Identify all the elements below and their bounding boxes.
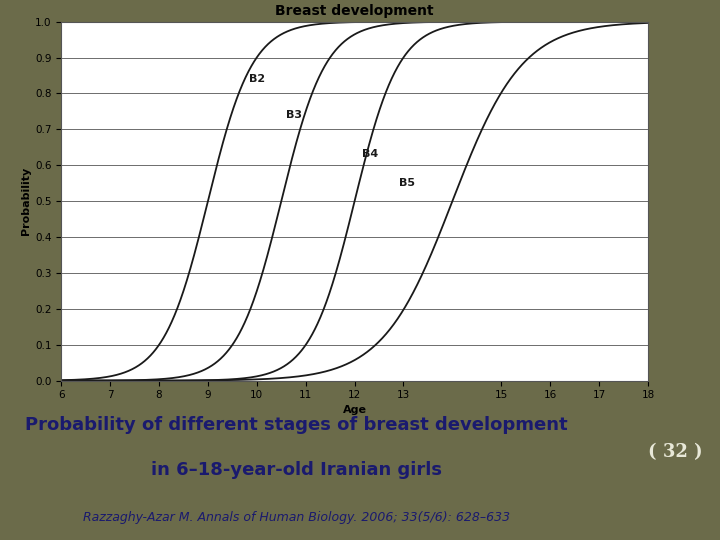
Y-axis label: Probability: Probability bbox=[21, 167, 31, 235]
Text: Razzaghy-Azar M. Annals of Human Biology. 2006; 33(5/6): 628–633: Razzaghy-Azar M. Annals of Human Biology… bbox=[83, 511, 510, 524]
Text: B5: B5 bbox=[399, 178, 415, 188]
Text: B4: B4 bbox=[362, 150, 378, 159]
Text: B3: B3 bbox=[286, 110, 302, 120]
Text: Probability of different stages of breast development: Probability of different stages of breas… bbox=[24, 416, 567, 434]
Title: Breast development: Breast development bbox=[275, 4, 434, 18]
X-axis label: Age: Age bbox=[343, 404, 366, 415]
Text: B2: B2 bbox=[249, 74, 266, 84]
Text: ( 32 ): ( 32 ) bbox=[648, 443, 702, 461]
Text: in 6–18-year-old Iranian girls: in 6–18-year-old Iranian girls bbox=[150, 461, 441, 479]
